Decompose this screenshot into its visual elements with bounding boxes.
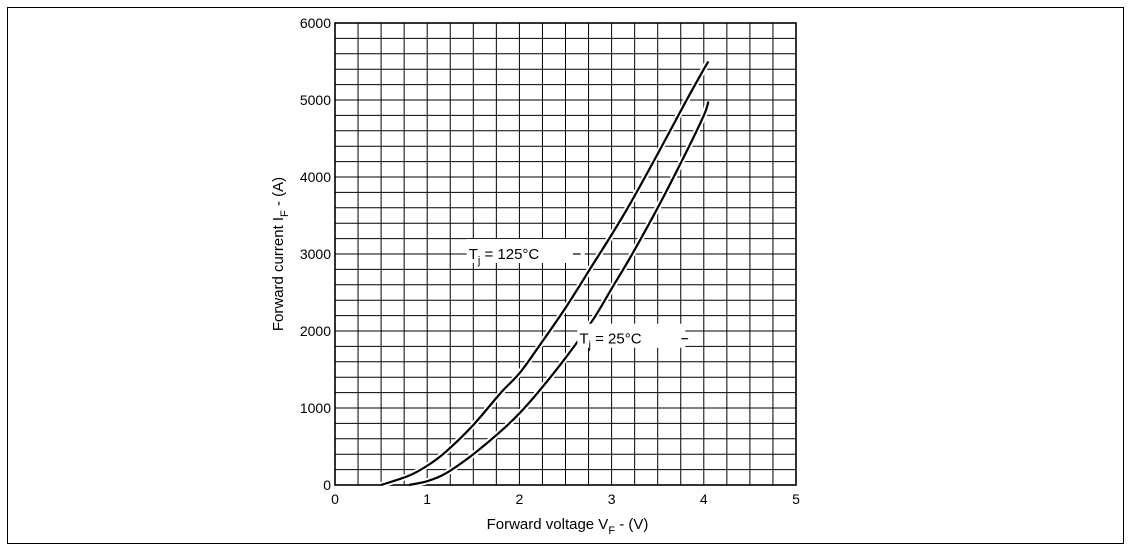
x-axis-title-subscript: F	[608, 525, 615, 537]
curve-label-background	[466, 239, 585, 263]
series-lines	[380, 59, 712, 488]
curve-label-prefix: T	[579, 331, 588, 348]
y-tick-label: 1000	[300, 400, 331, 416]
series-halo	[380, 59, 711, 488]
curve-label-prefix: T	[469, 246, 478, 263]
curve-label-text: Tj = 25°C	[579, 331, 641, 352]
x-axis-title: Forward voltage VF - (V)	[487, 516, 649, 537]
curve-label-suffix: = 125°C	[480, 246, 539, 263]
curve-label-background	[577, 323, 686, 348]
x-axis-title-unit: - (V)	[615, 516, 648, 533]
curve-label-subscript: j	[477, 255, 480, 267]
x-tick-label: 5	[792, 491, 800, 507]
curve-label-text: Tj = 125°C	[469, 246, 540, 267]
tick-labels: 0 1 2 3 4 5 0 1000 2000 3000 4000 5000 6000	[300, 15, 800, 507]
x-axis-title-main: Forward voltage V	[487, 516, 609, 533]
y-tick-label: 4000	[300, 169, 331, 185]
plot-area-border	[334, 22, 797, 486]
x-tick-label: 1	[423, 491, 431, 507]
y-axis-title-main: Forward current I	[270, 217, 287, 331]
x-tick-label: 0	[331, 491, 339, 507]
series-line-0	[380, 60, 710, 487]
y-tick-label: 0	[323, 477, 331, 493]
curve-label-subscript: j	[588, 340, 591, 352]
y-tick-label: 6000	[300, 15, 331, 31]
y-tick-label: 2000	[300, 323, 331, 339]
x-tick-label: 4	[700, 491, 708, 507]
curve-label-1: Tj = 25°C	[577, 323, 689, 352]
series-halo	[408, 100, 712, 488]
x-tick-label: 3	[608, 491, 616, 507]
y-axis-title: Forward current IF - (A)	[270, 177, 291, 331]
y-axis-title-unit: - (A)	[270, 177, 287, 210]
series-line-1	[408, 101, 710, 487]
y-tick-label: 5000	[300, 92, 331, 108]
curve-label-0: Tj = 125°C	[466, 239, 585, 267]
curve-label-suffix: = 25°C	[591, 331, 642, 348]
y-tick-label: 3000	[300, 246, 331, 262]
x-tick-label: 2	[516, 491, 524, 507]
curve-labels: Tj = 125°CTj = 25°C	[466, 239, 689, 352]
y-axis-title-subscript: F	[279, 210, 291, 217]
